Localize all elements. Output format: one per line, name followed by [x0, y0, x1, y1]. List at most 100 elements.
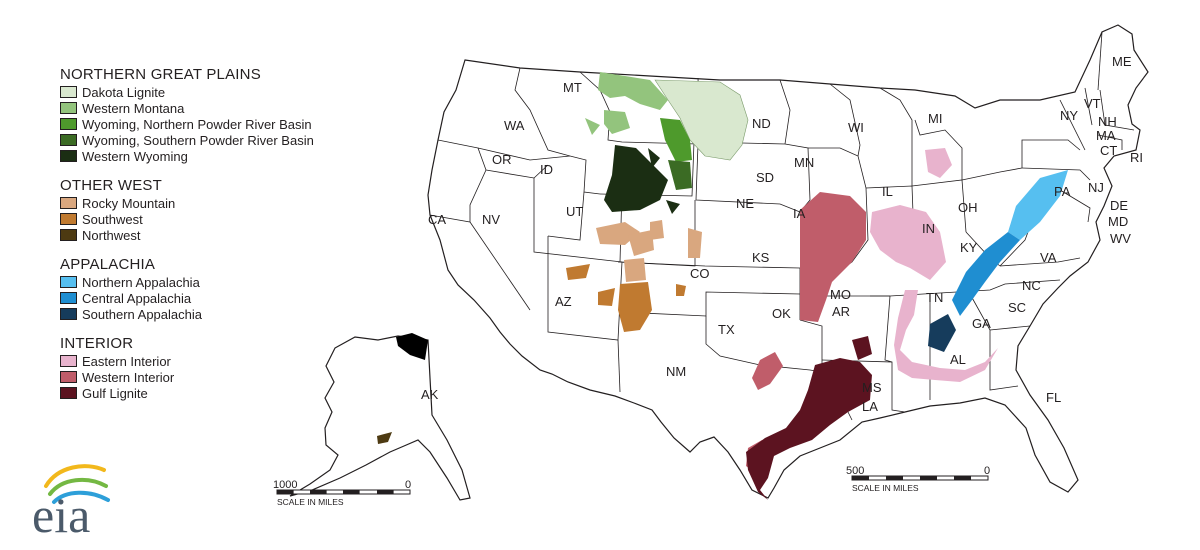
state-label-ky: KY — [960, 240, 978, 255]
legend-item: Gulf Lignite — [60, 385, 360, 401]
state-label-ar: AR — [832, 304, 850, 319]
legend-item: Northern Appalachia — [60, 274, 360, 290]
legend-group-title: INTERIOR — [60, 335, 134, 352]
state-label-vt: VT — [1084, 96, 1101, 111]
state-label-nj: NJ — [1088, 180, 1104, 195]
state-label-ny: NY — [1060, 108, 1078, 123]
scale-max-label: 1000 — [273, 479, 297, 491]
state-label-ak: AK — [421, 387, 439, 402]
state-label-co: CO — [690, 266, 710, 281]
state-label-la: LA — [862, 399, 878, 414]
map-legend: NORTHERN GREAT PLAINS Dakota Lignite Weste… — [60, 66, 360, 414]
state-label-ms: MS — [862, 380, 882, 395]
legend-item-label: Western Interior — [82, 369, 175, 385]
state-label-az: AZ — [555, 294, 572, 309]
state-label-or: OR — [492, 152, 512, 167]
legend-swatch — [60, 308, 77, 320]
state-label-pa: PA — [1054, 184, 1071, 199]
state-boundaries — [429, 31, 1135, 421]
legend-item: Western Interior — [60, 369, 360, 385]
state-label-ne: NE — [736, 196, 754, 211]
state-label-oh: OH — [958, 200, 978, 215]
legend-item-label: Wyoming, Northern Powder River Basin — [82, 116, 312, 132]
legend-item: Dakota Lignite — [60, 84, 360, 100]
alaska-coal-north — [396, 333, 428, 360]
legend-group: NORTHERN GREAT PLAINS Dakota Lignite Weste… — [60, 66, 360, 164]
alaska-scale-bar: 1000 0 SCALE IN MILES — [273, 479, 411, 507]
state-labels: WA MT ND MN WI MI NY VT NH ME MA CT RI O… — [421, 54, 1143, 414]
state-label-va: VA — [1040, 250, 1057, 265]
legend-item-label: Rocky Mountain — [82, 195, 176, 211]
appalachia-coal — [928, 170, 1068, 352]
state-label-mi: MI — [928, 111, 942, 126]
legend-item-label: Central Appalachia — [82, 290, 192, 306]
legend-item: Southwest — [60, 211, 360, 227]
interior-coal — [746, 148, 998, 500]
legend-group: INTERIOR Eastern Interior Western Interior… — [60, 335, 360, 401]
legend-item-label: Gulf Lignite — [82, 385, 148, 401]
legend-swatch — [60, 150, 77, 162]
legend-group-title: NORTHERN GREAT PLAINS — [60, 66, 261, 83]
legend-item: Wyoming, Northern Powder River Basin — [60, 116, 360, 132]
legend-group-title: APPALACHIA — [60, 256, 156, 273]
state-label-mo: MO — [830, 287, 851, 302]
state-label-ut: UT — [566, 204, 583, 219]
scale-caption: SCALE IN MILES — [277, 497, 344, 507]
eia-logo: eia — [32, 464, 110, 543]
state-label-ct: CT — [1100, 143, 1117, 158]
legend-item-label: Dakota Lignite — [82, 84, 166, 100]
state-label-ia: IA — [793, 206, 806, 221]
legend-item-label: Southern Appalachia — [82, 306, 202, 322]
state-label-ca: CA — [428, 212, 446, 227]
state-label-mn: MN — [794, 155, 814, 170]
state-label-wi: WI — [848, 120, 864, 135]
state-label-nc: NC — [1022, 278, 1041, 293]
legend-swatch — [60, 213, 77, 225]
legend-item-label: Wyoming, Southern Powder River Basin — [82, 132, 314, 148]
state-label-id: ID — [540, 162, 553, 177]
scale-max-label: 500 — [846, 465, 864, 477]
state-label-il: IL — [882, 184, 893, 199]
legend-item-label: Northern Appalachia — [82, 274, 200, 290]
alaska-outline — [289, 335, 471, 501]
state-label-al: AL — [950, 352, 966, 367]
alaska-coal-south — [377, 432, 392, 444]
legend-group: APPALACHIA Northern Appalachia Central App… — [60, 256, 360, 322]
state-label-wv: WV — [1110, 231, 1131, 246]
legend-item-label: Northwest — [82, 227, 141, 243]
northern-great-plains-coal — [585, 72, 749, 214]
state-label-de: DE — [1110, 198, 1128, 213]
legend-item: Western Wyoming — [60, 148, 360, 164]
legend-swatch — [60, 134, 77, 146]
scale-min-label: 0 — [405, 479, 411, 491]
state-label-me: ME — [1112, 54, 1132, 69]
legend-item: Northwest — [60, 227, 360, 243]
state-label-wa: WA — [504, 118, 525, 133]
state-label-ok: OK — [772, 306, 791, 321]
legend-group-title: OTHER WEST — [60, 177, 162, 194]
legend-swatch — [60, 292, 77, 304]
conus-outline — [427, 24, 1149, 499]
legend-swatch — [60, 229, 77, 241]
conus-scale-bar: 500 0 SCALE IN MILES — [846, 465, 990, 493]
state-label-nd: ND — [752, 116, 771, 131]
legend-item: Rocky Mountain — [60, 195, 360, 211]
scale-caption: SCALE IN MILES — [852, 483, 919, 493]
state-label-fl: FL — [1046, 390, 1061, 405]
state-label-sc: SC — [1008, 300, 1026, 315]
state-label-ga: GA — [972, 316, 991, 331]
state-label-ks: KS — [752, 250, 770, 265]
logo-wordmark: eia — [32, 487, 90, 543]
state-label-in: IN — [922, 221, 935, 236]
state-label-tx: TX — [718, 322, 735, 337]
legend-swatch — [60, 355, 77, 367]
legend-item: Wyoming, Southern Powder River Basin — [60, 132, 360, 148]
legend-swatch — [60, 102, 77, 114]
legend-swatch — [60, 197, 77, 209]
state-label-nh: NH — [1098, 114, 1117, 129]
legend-item: Southern Appalachia — [60, 306, 360, 322]
legend-swatch — [60, 387, 77, 399]
state-label-tn: TN — [926, 290, 943, 305]
state-label-mt: MT — [563, 80, 582, 95]
